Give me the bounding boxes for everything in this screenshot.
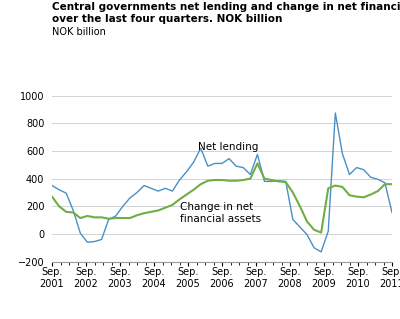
Text: over the last four quarters. NOK billion: over the last four quarters. NOK billion <box>52 14 282 24</box>
Text: Net lending: Net lending <box>198 142 258 152</box>
Text: Central governments net lending and change in net financial assets: Central governments net lending and chan… <box>52 2 400 11</box>
Text: Change in net
financial assets: Change in net financial assets <box>180 202 261 224</box>
Text: NOK billion: NOK billion <box>52 27 106 37</box>
